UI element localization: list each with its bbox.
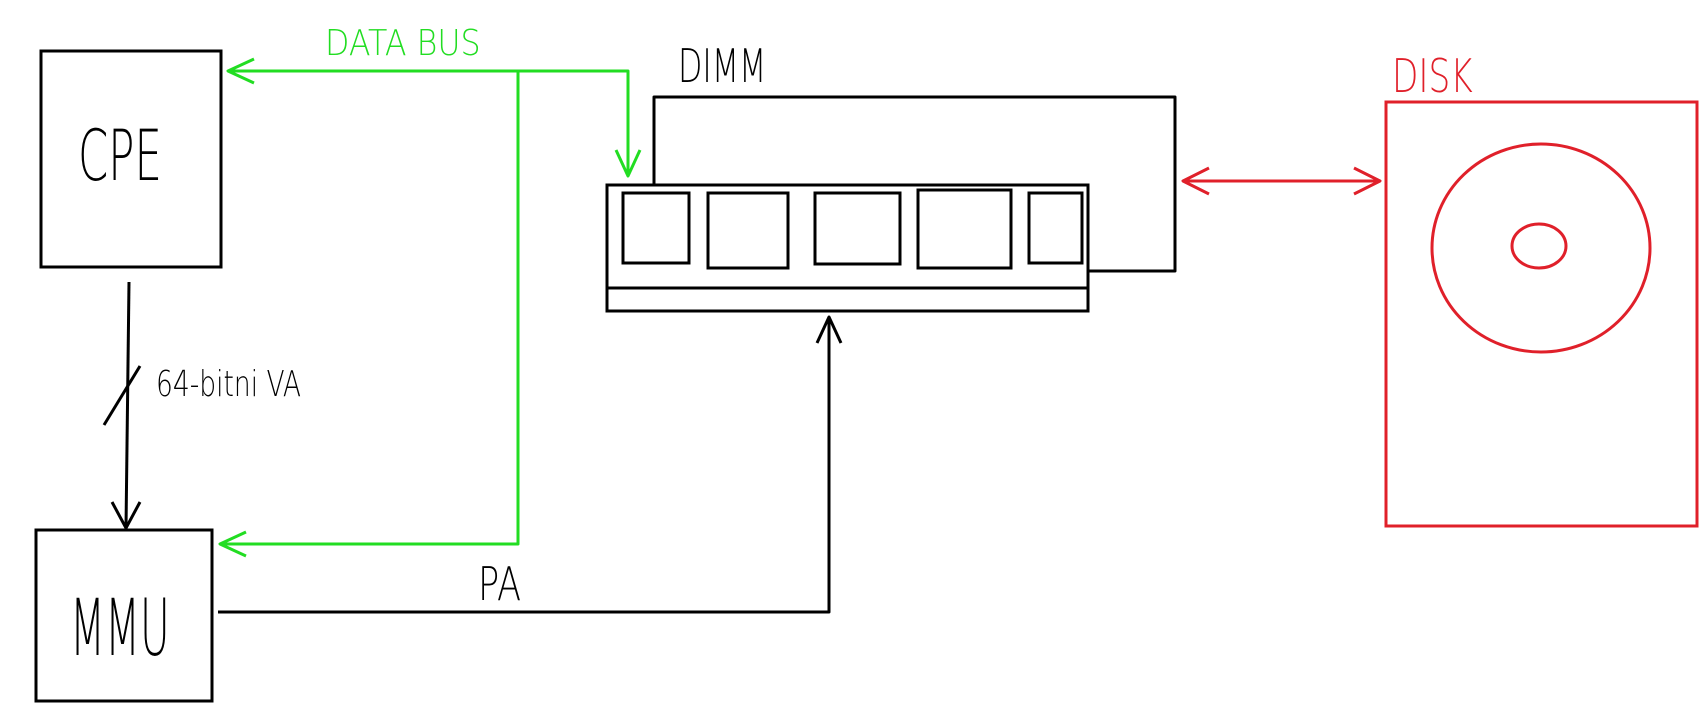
cpe-block: CPE [39, 49, 223, 269]
dimm-chip [916, 188, 1013, 270]
disk-spindle [1510, 222, 1568, 270]
disk-block: DISK [1384, 49, 1699, 528]
disk-label: DISK [1392, 49, 1473, 103]
dimm-disk-connection [1181, 166, 1382, 196]
va-arrowhead [110, 501, 142, 530]
va-line [124, 281, 131, 529]
cpe-label: CPE [78, 115, 162, 197]
pa-line [218, 317, 831, 614]
bus-width-slash [102, 365, 142, 426]
dimm-chip [1027, 191, 1084, 265]
mmu-label: MMU [70, 582, 170, 674]
pa-connection: PA [218, 315, 843, 614]
data-bus-mmu-arrowhead [218, 530, 247, 558]
dimm-chip [621, 191, 691, 265]
data-bus-mmu-line [220, 71, 520, 546]
mmu-box [34, 528, 214, 703]
dimm-block: DIMM [605, 40, 1177, 313]
dimm-side-arrowhead [1181, 166, 1210, 196]
data-bus-label: DATA BUS [325, 22, 481, 63]
mmu-block: MMU [34, 528, 214, 703]
dimm-chip [813, 191, 902, 266]
data-bus-dimm-arrowhead [614, 149, 642, 178]
va-label: 64-bitni VA [156, 364, 301, 405]
disk-box [1384, 100, 1699, 528]
pa-arrowhead [815, 315, 843, 344]
dimm-chip [706, 191, 790, 270]
data-bus-top-line [228, 69, 630, 176]
dimm-outline [652, 95, 1177, 273]
cpe-box [39, 49, 223, 269]
disk-platter [1430, 142, 1652, 354]
dimm-label: DIMM [678, 40, 766, 94]
pa-label: PA [478, 557, 521, 611]
disk-side-arrowhead [1353, 166, 1382, 196]
va-connection: 64-bitni VA [102, 281, 301, 530]
data-bus-cpe-arrowhead [226, 57, 255, 85]
dimm-board [605, 183, 1090, 313]
data-bus: DATA BUS [218, 22, 642, 558]
